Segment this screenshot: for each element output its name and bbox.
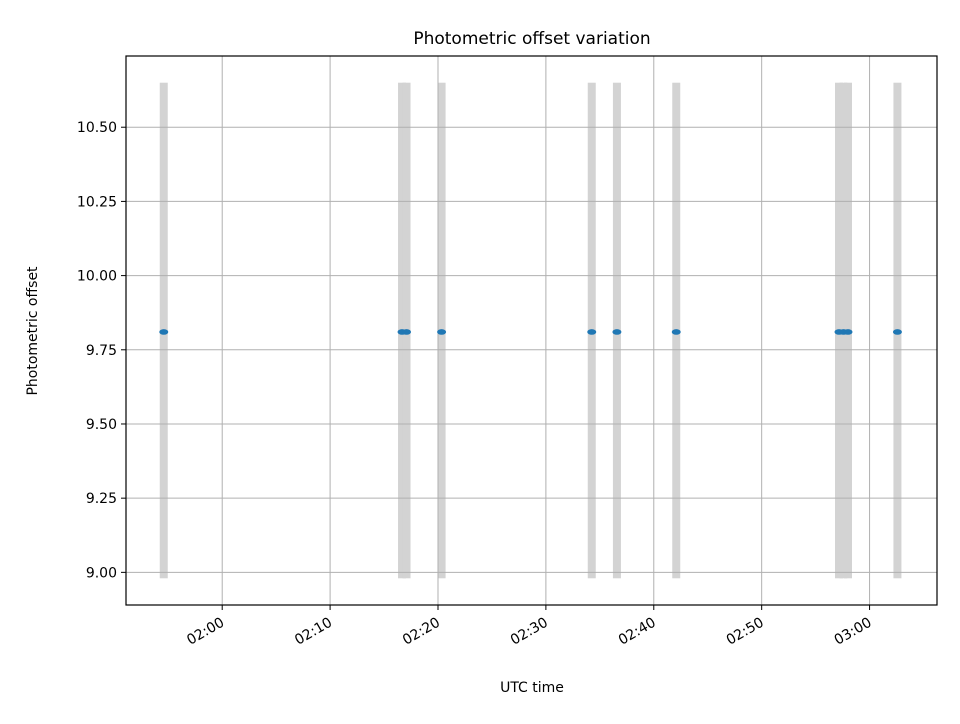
data-point xyxy=(892,329,902,335)
data-point xyxy=(612,329,622,335)
data-point xyxy=(402,329,412,335)
data-points xyxy=(159,329,902,335)
data-point xyxy=(159,329,169,335)
chart-title: Photometric offset variation xyxy=(413,29,650,49)
data-point xyxy=(671,329,681,335)
data-point xyxy=(587,329,597,335)
plot-frame xyxy=(125,55,938,606)
y-tick-label: 9.75 xyxy=(86,343,117,359)
data-point xyxy=(437,329,447,335)
grid-lines xyxy=(126,56,937,605)
y-tick-label: 10.00 xyxy=(77,269,117,285)
y-tick-label: 9.50 xyxy=(86,417,117,433)
y-tick-label: 10.50 xyxy=(77,120,117,136)
y-tick-label: 9.25 xyxy=(86,491,117,507)
y-axis-ticks: 9.00 9.25 9.50 9.75 10.00 10.25 10.50 xyxy=(77,120,126,581)
y-axis-label: Photometric offset xyxy=(25,266,41,396)
data-point xyxy=(843,329,853,335)
x-axis-label: UTC time xyxy=(500,680,564,696)
y-tick-label: 9.00 xyxy=(86,565,117,581)
y-tick-label: 10.25 xyxy=(77,194,117,210)
